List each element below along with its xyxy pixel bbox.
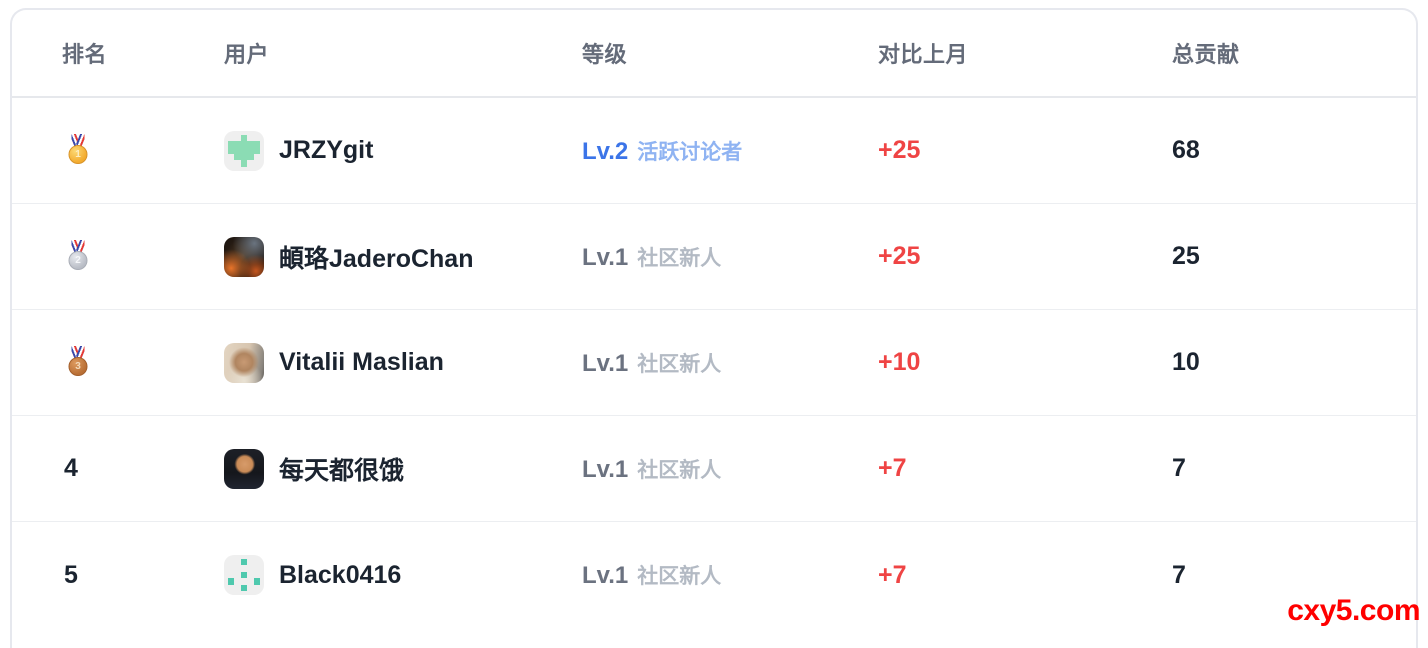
rank-cell: 2 bbox=[62, 240, 224, 274]
level-badge: Lv.1 bbox=[582, 456, 628, 484]
level-title: 社区新人 bbox=[637, 242, 721, 272]
level-badge: Lv.1 bbox=[582, 350, 628, 378]
delta-value: +7 bbox=[878, 454, 1172, 483]
column-header-level: 等级 bbox=[582, 37, 878, 69]
leaderboard-body: 1 JRZYgit Lv.2 活跃讨论者 +25 68 2 頔珞JaderoCh… bbox=[12, 98, 1416, 628]
medal-rank-number: 1 bbox=[75, 149, 81, 160]
level-cell: Lv.2 活跃讨论者 bbox=[582, 136, 878, 166]
user-cell: Black0416 bbox=[224, 555, 582, 595]
level-title: 社区新人 bbox=[637, 454, 721, 484]
level-title: 社区新人 bbox=[637, 348, 721, 378]
level-badge: Lv.2 bbox=[582, 138, 628, 166]
table-row[interactable]: 4 每天都很饿 Lv.1 社区新人 +7 7 bbox=[12, 416, 1416, 522]
level-cell: Lv.1 社区新人 bbox=[582, 242, 878, 272]
gold-medal-icon: 1 bbox=[65, 134, 91, 168]
avatar[interactable] bbox=[224, 131, 264, 171]
medal-coin: 2 bbox=[69, 251, 88, 270]
user-cell: 頔珞JaderoChan bbox=[224, 237, 582, 277]
identicon-cell bbox=[254, 585, 260, 591]
watermark: cxy5.com bbox=[1287, 594, 1420, 628]
column-header-delta: 对比上月 bbox=[878, 37, 1172, 69]
rank-number: 5 bbox=[62, 561, 78, 590]
total-value: 25 bbox=[1172, 242, 1416, 271]
avatar[interactable] bbox=[224, 449, 264, 489]
silver-medal-icon: 2 bbox=[65, 240, 91, 274]
column-header-rank: 排名 bbox=[62, 37, 224, 69]
leaderboard-card: 排名 用户 等级 对比上月 总贡献 1 JRZYgit Lv.2 活跃讨论者 +… bbox=[10, 8, 1418, 648]
total-value: 68 bbox=[1172, 136, 1416, 165]
username[interactable]: JRZYgit bbox=[279, 136, 373, 165]
medal-rank-number: 3 bbox=[75, 361, 81, 372]
rank-cell: 4 bbox=[62, 454, 224, 483]
level-title: 活跃讨论者 bbox=[637, 136, 742, 166]
avatar[interactable] bbox=[224, 237, 264, 277]
rank-cell: 1 bbox=[62, 134, 224, 168]
username[interactable]: Vitalii Maslian bbox=[279, 348, 444, 377]
table-row[interactable]: 5 Black0416 Lv.1 社区新人 +7 7 bbox=[12, 522, 1416, 628]
avatar[interactable] bbox=[224, 555, 264, 595]
table-row[interactable]: 2 頔珞JaderoChan Lv.1 社区新人 +25 25 bbox=[12, 204, 1416, 310]
bronze-medal-icon: 3 bbox=[65, 346, 91, 380]
user-cell: Vitalii Maslian bbox=[224, 343, 582, 383]
table-row[interactable]: 1 JRZYgit Lv.2 活跃讨论者 +25 68 bbox=[12, 98, 1416, 204]
level-cell: Lv.1 社区新人 bbox=[582, 348, 878, 378]
delta-value: +10 bbox=[878, 348, 1172, 377]
delta-value: +25 bbox=[878, 242, 1172, 271]
delta-value: +25 bbox=[878, 136, 1172, 165]
medal-rank-number: 2 bbox=[75, 255, 81, 266]
rank-number: 4 bbox=[62, 454, 78, 483]
total-value: 10 bbox=[1172, 348, 1416, 377]
total-value: 7 bbox=[1172, 454, 1416, 483]
level-title: 社区新人 bbox=[637, 560, 721, 590]
rank-cell: 3 bbox=[62, 346, 224, 380]
identicon-cell bbox=[254, 160, 260, 166]
avatar[interactable] bbox=[224, 343, 264, 383]
username[interactable]: 每天都很饿 bbox=[279, 451, 404, 487]
column-header-total: 总贡献 bbox=[1172, 37, 1416, 69]
column-header-user: 用户 bbox=[224, 37, 582, 69]
medal-coin: 1 bbox=[69, 145, 88, 164]
total-value: 7 bbox=[1172, 561, 1416, 590]
level-badge: Lv.1 bbox=[582, 244, 628, 272]
username[interactable]: 頔珞JaderoChan bbox=[279, 239, 473, 275]
user-cell: JRZYgit bbox=[224, 131, 582, 171]
delta-value: +7 bbox=[878, 561, 1172, 590]
rank-cell: 5 bbox=[62, 561, 224, 590]
level-cell: Lv.1 社区新人 bbox=[582, 454, 878, 484]
level-cell: Lv.1 社区新人 bbox=[582, 560, 878, 590]
username[interactable]: Black0416 bbox=[279, 561, 401, 590]
user-cell: 每天都很饿 bbox=[224, 449, 582, 489]
leaderboard-header-row: 排名 用户 等级 对比上月 总贡献 bbox=[12, 10, 1416, 98]
table-row[interactable]: 3 Vitalii Maslian Lv.1 社区新人 +10 10 bbox=[12, 310, 1416, 416]
medal-coin: 3 bbox=[69, 357, 88, 376]
level-badge: Lv.1 bbox=[582, 562, 628, 590]
